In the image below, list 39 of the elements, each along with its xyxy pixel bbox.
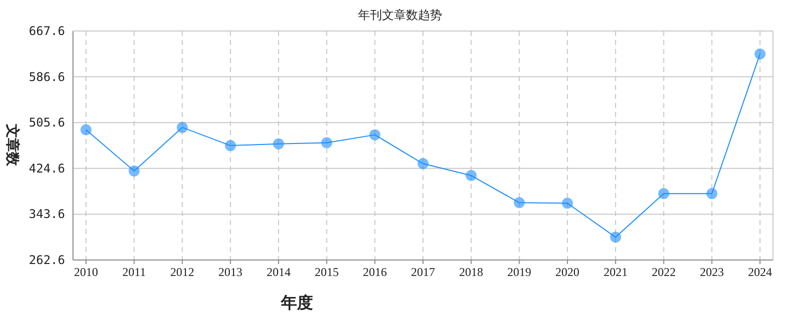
x-tick-label: 2022	[652, 265, 676, 279]
point	[610, 232, 622, 243]
x-tick-label: 2020	[555, 265, 580, 279]
point	[466, 170, 477, 182]
x-tick-label: 2013	[218, 265, 242, 279]
x-tick-label: 2023	[700, 265, 724, 279]
x-tick-label: 2012	[170, 265, 194, 279]
y-tick-label: 586.6	[28, 70, 65, 84]
y-tick-label: 262.6	[28, 253, 65, 267]
x-tick-label: 2017	[411, 265, 435, 279]
point	[706, 188, 718, 200]
x-tick-label: 2021	[604, 265, 628, 279]
x-tick-label: 2016	[362, 265, 387, 279]
point	[321, 137, 332, 148]
x-tick-label: 2011	[122, 265, 146, 279]
x-tick-label: 2014	[266, 265, 291, 279]
point	[562, 198, 573, 209]
x-tick-label: 2015	[314, 265, 339, 279]
point	[658, 188, 670, 200]
point	[418, 158, 428, 170]
x-tick-label: 2010	[74, 265, 98, 279]
point	[80, 124, 92, 136]
point	[273, 138, 284, 150]
y-tick-label: 343.6	[28, 207, 65, 222]
x-tick-label: 2024	[748, 265, 772, 279]
x-axis-title: 年度	[280, 293, 313, 312]
point	[176, 122, 188, 133]
y-axis-title: 文章数	[4, 123, 21, 167]
point	[754, 48, 766, 60]
y-tick-label: 667.6	[28, 24, 65, 38]
point	[369, 129, 380, 140]
y-tick-label: 505.6	[28, 116, 65, 130]
chart-title: 年刊文章数趋势	[358, 8, 442, 22]
x-tick-label: 2018	[459, 265, 484, 279]
x-tick-label: 2019	[507, 265, 532, 279]
point	[224, 140, 236, 152]
point	[128, 166, 140, 176]
point	[514, 197, 525, 208]
y-tick-label: 424.6	[28, 161, 65, 176]
